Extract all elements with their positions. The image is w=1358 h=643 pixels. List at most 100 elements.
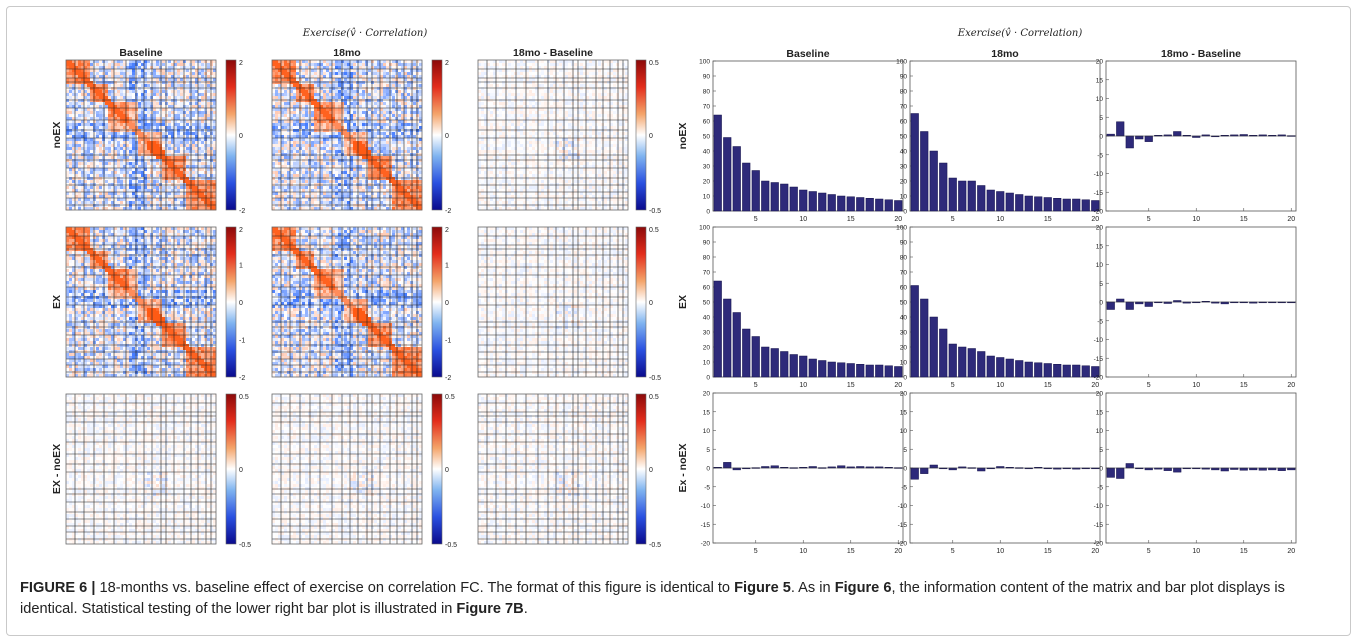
matrix-cell xyxy=(374,150,378,154)
matrix-cell xyxy=(326,99,330,103)
matrix-cell xyxy=(383,189,387,193)
matrix-cell xyxy=(168,63,172,67)
matrix-cell xyxy=(75,126,79,130)
matrix-cell xyxy=(111,132,115,136)
matrix-cell xyxy=(147,123,151,127)
matrix-cell xyxy=(81,186,85,190)
matrix-cell xyxy=(78,84,82,88)
matrix-cell xyxy=(344,165,348,169)
matrix-cell xyxy=(105,198,109,202)
matrix-cell xyxy=(75,162,79,166)
matrix-cell xyxy=(180,183,184,187)
matrix-cell xyxy=(383,105,387,109)
matrix-cell xyxy=(93,192,97,196)
matrix-cell xyxy=(72,93,76,97)
matrix-cell xyxy=(296,159,300,163)
matrix-cell xyxy=(296,75,300,79)
matrix-cell xyxy=(108,132,112,136)
matrix-cell xyxy=(72,120,76,124)
matrix-cell xyxy=(308,198,312,202)
matrix-cell xyxy=(386,129,390,133)
matrix-cell xyxy=(326,141,330,145)
matrix-cell xyxy=(159,75,163,79)
matrix-cell xyxy=(347,162,351,166)
matrix-cell xyxy=(296,141,300,145)
matrix-cell xyxy=(392,126,396,130)
matrix-cell xyxy=(320,72,324,76)
matrix-cell xyxy=(153,129,157,133)
matrix-cell xyxy=(398,177,402,181)
matrix-cell xyxy=(272,114,276,118)
matrix-cell xyxy=(87,120,91,124)
matrix-cell xyxy=(392,141,396,145)
matrix-cell xyxy=(177,117,181,121)
matrix-cell xyxy=(323,150,327,154)
matrix-cell xyxy=(386,99,390,103)
matrix-cell xyxy=(275,69,279,73)
matrix-cell xyxy=(296,153,300,157)
matrix-cell xyxy=(293,183,297,187)
matrix-cell xyxy=(350,87,354,91)
matrix-cell xyxy=(144,189,148,193)
matrix-cell xyxy=(356,129,360,133)
matrix-cell xyxy=(377,78,381,82)
matrix-cell xyxy=(371,87,375,91)
matrix-cell xyxy=(156,135,160,139)
matrix-cell xyxy=(272,90,276,94)
matrix-cell xyxy=(398,165,402,169)
matrix-cell xyxy=(275,135,279,139)
matrix-cell xyxy=(99,111,103,115)
matrix-cell xyxy=(365,93,369,97)
colorbar-tick-label: 2 xyxy=(239,60,243,67)
matrix-cell xyxy=(302,66,306,70)
matrix-cell xyxy=(117,198,121,202)
matrix-cell xyxy=(90,195,94,199)
matrix-cell xyxy=(416,78,420,82)
matrix-cell xyxy=(338,186,342,190)
matrix-cell xyxy=(401,90,405,94)
matrix-cell xyxy=(135,147,139,151)
matrix-cell xyxy=(183,66,187,70)
matrix-cell xyxy=(377,186,381,190)
matrix-cell xyxy=(102,204,106,208)
matrix-cell xyxy=(210,105,214,109)
matrix-cell xyxy=(159,60,163,64)
matrix-cell xyxy=(135,81,139,85)
matrix-cell xyxy=(186,165,190,169)
matrix-cell xyxy=(96,81,100,85)
matrix-cell xyxy=(162,156,166,160)
matrix-cell xyxy=(198,78,202,82)
matrix-cell xyxy=(302,126,306,130)
matrix-cell xyxy=(386,105,390,109)
matrix-cell xyxy=(389,150,393,154)
matrix-cell xyxy=(356,174,360,178)
matrix-cell xyxy=(338,174,342,178)
matrix-cell xyxy=(138,126,142,130)
matrix-cell xyxy=(195,108,199,112)
matrix-cell xyxy=(296,174,300,178)
matrix-cell xyxy=(204,177,208,181)
matrix-cell xyxy=(180,141,184,145)
matrix-cell xyxy=(377,129,381,133)
matrix-cell xyxy=(207,75,211,79)
matrix-cell xyxy=(162,78,166,82)
matrix-cell xyxy=(404,108,408,112)
matrix-cell xyxy=(308,174,312,178)
matrix-cell xyxy=(117,192,121,196)
matrix-cell xyxy=(338,153,342,157)
matrix-cell xyxy=(195,156,199,160)
matrix-cell xyxy=(213,174,217,178)
matrix-cell xyxy=(419,96,423,100)
matrix-cell xyxy=(156,150,160,154)
matrix-cell xyxy=(150,165,154,169)
matrix-cell xyxy=(135,96,139,100)
matrix-cell xyxy=(311,63,315,67)
matrix-cell xyxy=(183,192,187,196)
matrix-cell xyxy=(275,177,279,181)
matrix-cell xyxy=(177,69,181,73)
matrix-cell xyxy=(356,138,360,142)
matrix-cell xyxy=(81,99,85,103)
matrix-cell xyxy=(141,183,145,187)
matrix-cell xyxy=(207,78,211,82)
matrix-cell xyxy=(129,93,133,97)
